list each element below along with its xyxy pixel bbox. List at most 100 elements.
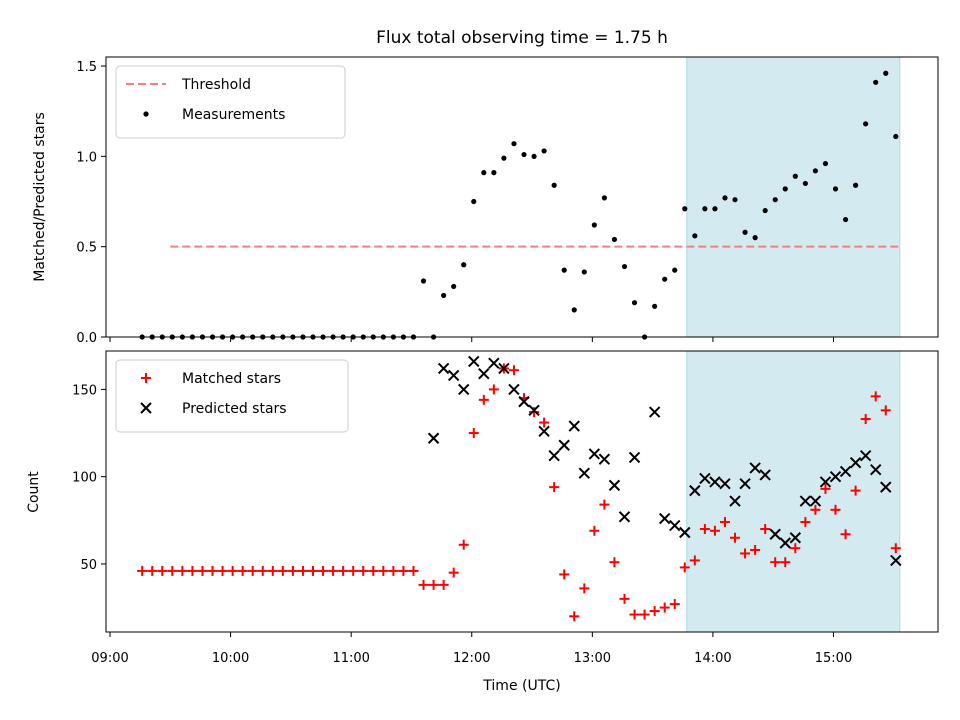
predicted-star-point xyxy=(779,537,791,549)
matched-star-point xyxy=(880,405,891,416)
measurement-point xyxy=(672,267,678,273)
matched-star-point xyxy=(820,483,831,494)
measurement-point xyxy=(621,263,628,270)
measurement-point xyxy=(842,216,849,223)
matched-star-point xyxy=(398,565,409,576)
x-stroke-b xyxy=(669,519,681,532)
measurement-point xyxy=(571,307,577,313)
matched-star-point xyxy=(267,565,278,576)
x-stroke-b xyxy=(488,357,500,369)
bottom-y-tick-label: 100 xyxy=(72,471,97,486)
predicted-star-point xyxy=(437,362,450,375)
matched-star-point xyxy=(840,529,851,540)
x-stroke-b xyxy=(749,462,761,474)
legend-label: Predicted stars xyxy=(182,401,287,417)
x-stroke-b xyxy=(679,526,691,539)
x-stroke-b xyxy=(719,477,731,490)
measurement-point xyxy=(682,206,688,212)
legend-label: Matched stars xyxy=(182,371,281,387)
x-stroke-b xyxy=(498,362,510,375)
x-stroke-b xyxy=(508,383,520,396)
x-stroke-b xyxy=(849,456,862,469)
matched-star-point xyxy=(207,565,218,576)
matched-star-point xyxy=(438,579,449,590)
measurement-point xyxy=(662,276,668,282)
x-stroke-b xyxy=(518,395,530,408)
predicted-star-point xyxy=(689,484,701,497)
matched-star-point xyxy=(639,609,650,620)
matched-star-point xyxy=(830,504,841,515)
measurement-point xyxy=(511,141,517,147)
chart-title: Flux total observing time = 1.75 h xyxy=(376,28,668,48)
measurement-point xyxy=(853,182,859,188)
matched-star-point xyxy=(378,565,389,576)
x-stroke-b xyxy=(478,367,490,380)
x-stroke-b xyxy=(869,463,882,476)
matched-star-point xyxy=(348,565,359,576)
predicted-star-point xyxy=(588,448,601,460)
predicted-star-point xyxy=(809,495,822,507)
matched-star-point xyxy=(750,544,761,555)
measurement-point xyxy=(581,269,587,275)
x-stroke-b xyxy=(598,453,611,465)
matched-star-point xyxy=(368,565,379,576)
matched-star-point xyxy=(589,525,600,536)
bottom-y-tick-label: 50 xyxy=(80,558,97,573)
x-stroke-b xyxy=(819,476,832,488)
matched-star-point xyxy=(508,365,519,376)
x-stroke-b xyxy=(578,467,591,479)
matched-star-point xyxy=(760,524,771,535)
predicted-star-point xyxy=(739,477,751,490)
matched-star-point xyxy=(689,555,700,566)
measurement-point xyxy=(832,186,839,192)
matched-star-point xyxy=(418,579,429,590)
measurement-point xyxy=(591,222,597,228)
predicted-star-point xyxy=(890,554,902,567)
matched-star-point xyxy=(649,606,660,617)
x-tick-label: 13:00 xyxy=(574,651,611,666)
predicted-star-point xyxy=(427,432,440,444)
matched-star-point xyxy=(800,517,811,528)
matched-star-point xyxy=(559,569,570,580)
x-stroke-b xyxy=(588,448,601,460)
x-stroke-b xyxy=(558,439,570,451)
matched-star-point xyxy=(458,539,469,550)
matched-star-point xyxy=(468,428,479,439)
measurement-point xyxy=(802,180,808,187)
matched-star-point xyxy=(318,565,329,576)
matched-star-point xyxy=(307,565,318,576)
predicted-star-point xyxy=(880,481,892,493)
legend-measurement-swatch xyxy=(143,111,149,117)
predicted-star-point xyxy=(548,450,560,462)
predicted-star-point xyxy=(628,451,641,464)
matched-star-point xyxy=(167,565,178,576)
predicted-star-point xyxy=(508,383,520,396)
x-stroke-b xyxy=(658,512,671,525)
predicted-star-point xyxy=(447,369,460,382)
x-stroke-b xyxy=(859,450,872,462)
measurement-point xyxy=(873,79,879,85)
matched-star-point xyxy=(740,548,751,559)
measurement-point xyxy=(551,182,557,188)
predicted-star-point xyxy=(729,495,741,507)
x-stroke-b xyxy=(618,511,631,523)
top-y-tick-label: 1.5 xyxy=(76,60,97,75)
top-highlight-band xyxy=(686,56,901,338)
measurement-point xyxy=(461,262,467,268)
predicted-star-point xyxy=(558,439,570,451)
x-tick-label: 15:00 xyxy=(815,651,852,666)
x-stroke-b xyxy=(769,528,781,540)
x-tick-label: 10:00 xyxy=(212,651,249,666)
matched-star-point xyxy=(287,565,298,576)
matched-star-point xyxy=(569,611,580,622)
x-stroke-b xyxy=(689,484,701,497)
predicted-star-point xyxy=(498,362,510,375)
predicted-star-point xyxy=(538,425,550,437)
matched-star-point xyxy=(790,543,801,554)
matched-star-point xyxy=(549,482,560,493)
matched-star-point xyxy=(730,532,741,543)
measurement-point xyxy=(541,148,547,154)
measurement-point xyxy=(782,186,788,192)
matched-star-point xyxy=(719,517,730,528)
top-y-tick-label: 0.0 xyxy=(76,331,97,346)
